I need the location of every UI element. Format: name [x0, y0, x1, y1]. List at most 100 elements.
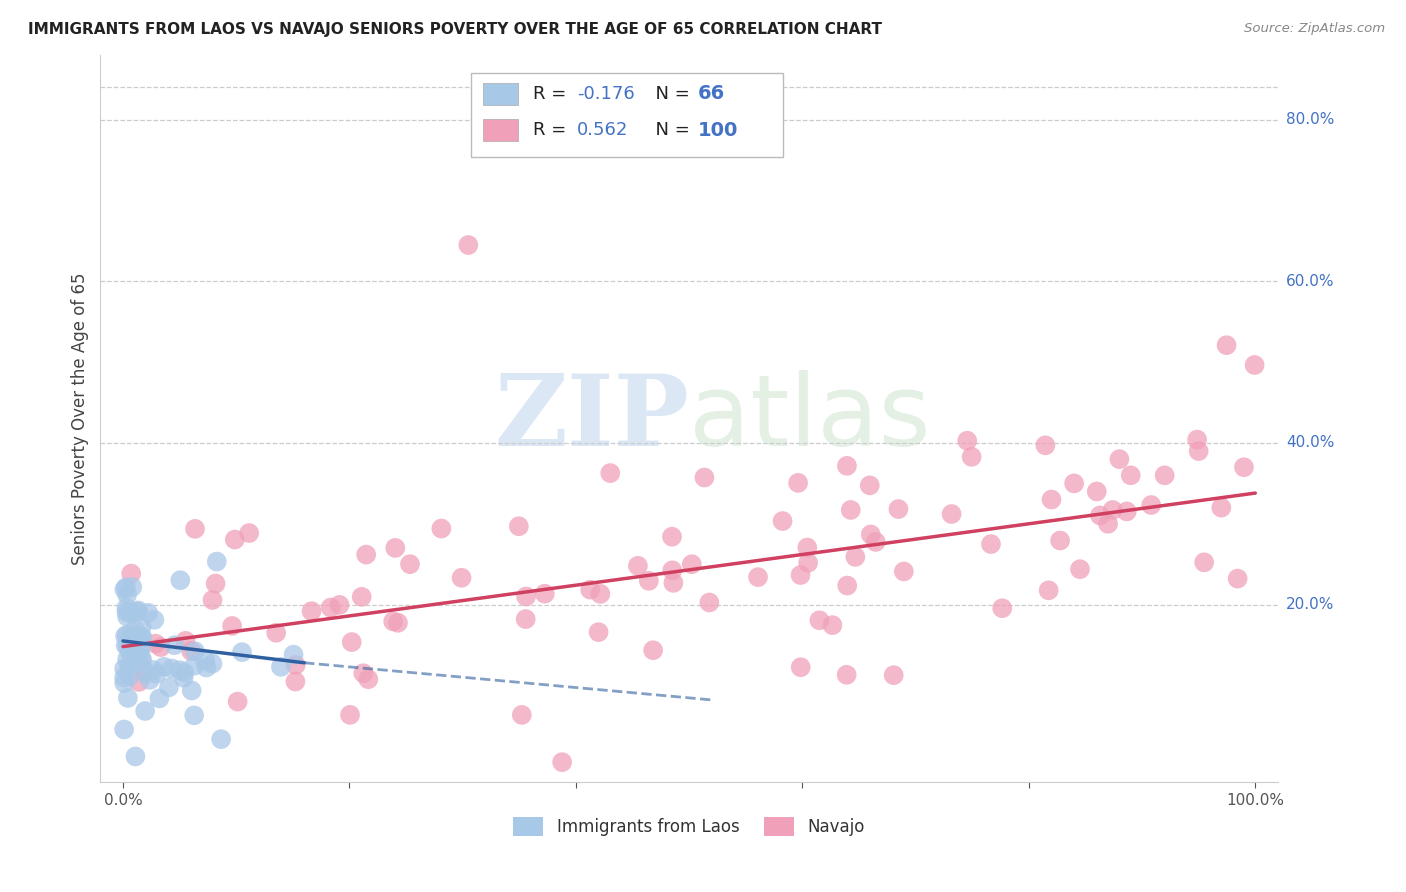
Point [991, 601, 1014, 615]
Point [508, 519, 530, 533]
Point [127, 603, 149, 617]
Point [1063, 476, 1085, 491]
Text: R =: R = [533, 85, 571, 103]
Point [115, 652, 138, 666]
Point [135, 666, 157, 681]
Point [283, 648, 305, 662]
Point [124, 629, 146, 643]
Point [693, 470, 716, 484]
Point [115, 609, 138, 624]
Point [354, 548, 377, 562]
Point [328, 598, 350, 612]
Point [143, 613, 166, 627]
Point [301, 604, 323, 618]
Point [1108, 452, 1130, 467]
Point [1185, 433, 1208, 447]
Text: N =: N = [644, 121, 696, 139]
Point [384, 541, 406, 555]
Point [1097, 516, 1119, 531]
Point [131, 620, 153, 634]
Point [515, 590, 537, 604]
Point [117, 690, 139, 705]
Point [1226, 572, 1249, 586]
Point [118, 669, 141, 683]
Point [941, 507, 963, 521]
Text: atlas: atlas [689, 370, 931, 467]
Point [1035, 438, 1057, 452]
Point [195, 660, 218, 674]
Point [1188, 444, 1211, 458]
Point [1119, 468, 1142, 483]
Point [340, 635, 363, 649]
Point [115, 600, 138, 615]
Text: 100: 100 [697, 120, 738, 139]
Point [163, 638, 186, 652]
Point [231, 645, 253, 659]
Point [201, 593, 224, 607]
Point [180, 683, 202, 698]
Point [627, 558, 650, 573]
Point [131, 630, 153, 644]
Text: IMMIGRANTS FROM LAOS VS NAVAJO SENIORS POVERTY OVER THE AGE OF 65 CORRELATION CH: IMMIGRANTS FROM LAOS VS NAVAJO SENIORS P… [28, 22, 882, 37]
Point [183, 658, 205, 673]
Point [149, 640, 172, 654]
Point [589, 587, 612, 601]
Point [887, 502, 910, 516]
Text: 0.562: 0.562 [578, 121, 628, 139]
Point [399, 557, 422, 571]
Point [145, 637, 167, 651]
Point [1049, 533, 1071, 548]
FancyBboxPatch shape [484, 120, 519, 141]
Point [180, 644, 202, 658]
Point [599, 466, 621, 480]
Point [226, 695, 249, 709]
Point [515, 612, 537, 626]
Point [883, 668, 905, 682]
Point [893, 565, 915, 579]
Point [579, 582, 602, 597]
Point [264, 625, 287, 640]
Point [160, 661, 183, 675]
Point [960, 450, 983, 464]
Point [131, 631, 153, 645]
Point [201, 657, 224, 671]
Point [221, 619, 243, 633]
Point [1085, 484, 1108, 499]
Point [1211, 500, 1233, 515]
Point [835, 458, 858, 473]
Point [319, 600, 342, 615]
Point [1088, 508, 1111, 523]
Point [148, 691, 170, 706]
Point [772, 514, 794, 528]
Point [115, 605, 138, 619]
Point [124, 749, 146, 764]
Point [284, 658, 307, 673]
Text: N =: N = [644, 85, 696, 103]
Point [837, 578, 859, 592]
Point [661, 530, 683, 544]
Point [134, 665, 156, 679]
Point [204, 576, 226, 591]
Point [112, 723, 135, 737]
Point [1233, 460, 1256, 475]
Point [339, 707, 361, 722]
Point [120, 646, 142, 660]
Point [859, 478, 882, 492]
Point [661, 563, 683, 577]
Point [112, 661, 135, 675]
Text: 66: 66 [697, 84, 724, 103]
Point [821, 618, 844, 632]
Point [118, 644, 141, 658]
Point [980, 537, 1002, 551]
Point [114, 639, 136, 653]
Point [1243, 358, 1265, 372]
Point [1040, 492, 1063, 507]
Point [796, 541, 818, 555]
Point [643, 643, 665, 657]
Point [153, 660, 176, 674]
Point [129, 640, 152, 655]
Y-axis label: Seniors Poverty Over the Age of 65: Seniors Poverty Over the Age of 65 [72, 272, 89, 565]
Text: Source: ZipAtlas.com: Source: ZipAtlas.com [1244, 22, 1385, 36]
Point [205, 555, 228, 569]
Point [382, 615, 405, 629]
